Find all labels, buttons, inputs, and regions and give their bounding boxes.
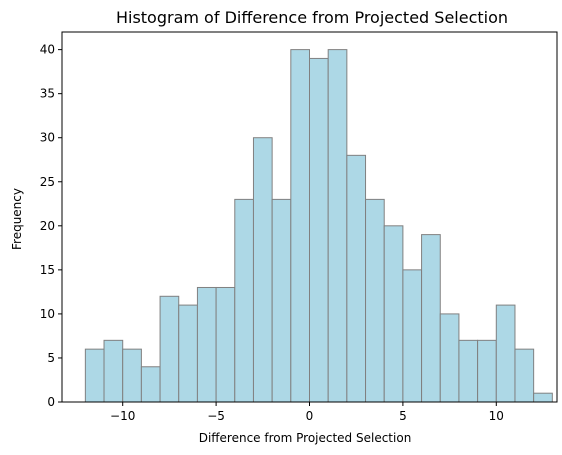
- histogram-bar: [309, 57, 329, 403]
- x-tick-label: −5: [207, 409, 225, 423]
- histogram-bar: [215, 286, 236, 403]
- y-axis-label: Frequency: [10, 188, 24, 250]
- x-axis-ticks: −10 −5 0 5 10: [110, 402, 504, 423]
- histogram-bar: [533, 392, 553, 403]
- x-tick-label: 5: [399, 409, 407, 423]
- histogram-bar: [252, 137, 273, 403]
- histogram-bar: [402, 269, 423, 403]
- histogram-bar: [178, 304, 198, 403]
- histogram-bar: [421, 234, 441, 403]
- histogram-bar: [290, 49, 310, 403]
- histogram-bar: [196, 286, 217, 403]
- histogram-bar: [458, 339, 479, 403]
- histogram-bar: [84, 348, 105, 403]
- histogram-bar: [159, 295, 180, 403]
- y-tick-label: 25: [40, 175, 55, 189]
- plot-frame: [61, 31, 558, 403]
- y-axis-ticks: 0 5 10 15 20 25 30 35 40: [40, 43, 62, 409]
- histogram-bar: [514, 348, 535, 403]
- histogram-bar: [495, 304, 516, 403]
- y-tick-label: 35: [40, 87, 55, 101]
- histogram-bar: [122, 348, 142, 403]
- histogram-bar: [383, 225, 404, 403]
- y-tick-label: 5: [47, 351, 55, 365]
- y-tick-label: 20: [40, 219, 55, 233]
- y-tick-label: 15: [40, 263, 55, 277]
- x-tick-label: −10: [110, 409, 135, 423]
- y-tick-label: 40: [40, 43, 55, 57]
- histogram-bar: [477, 339, 497, 403]
- chart-title: Histogram of Difference from Projected S…: [116, 8, 508, 27]
- histogram-bar: [234, 198, 254, 403]
- x-axis-label: Difference from Projected Selection: [199, 431, 412, 445]
- y-tick-label: 0: [47, 395, 55, 409]
- histogram-bar: [365, 198, 385, 403]
- histogram-bar: [439, 313, 460, 403]
- y-tick-label: 10: [40, 307, 55, 321]
- histogram-bar: [346, 154, 367, 403]
- y-tick-label: 30: [40, 131, 55, 145]
- histogram-bar: [271, 198, 292, 403]
- x-tick-label: 10: [489, 409, 504, 423]
- histogram-bar: [327, 49, 348, 403]
- histogram-bar: [103, 339, 124, 403]
- histogram-bar: [140, 366, 161, 403]
- bars-group: [84, 49, 553, 403]
- x-tick-label: 0: [306, 409, 314, 423]
